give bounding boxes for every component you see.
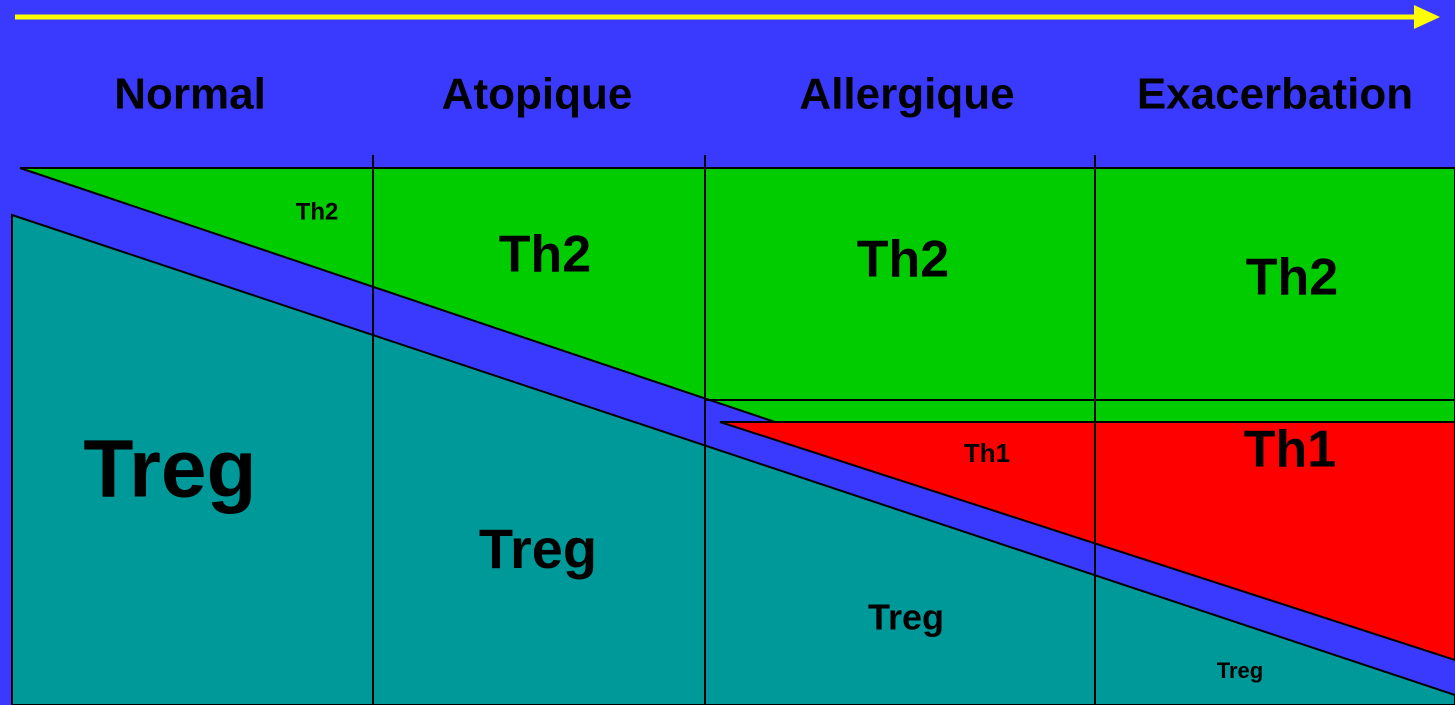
arrow-head: [1414, 5, 1440, 29]
treg-label: Treg: [83, 424, 256, 515]
treg-label: Treg: [1217, 658, 1263, 683]
treg-label: Treg: [479, 517, 597, 580]
th2-label: Th2: [499, 226, 591, 284]
column-header: Exacerbation: [1137, 70, 1413, 119]
th1-region: [719, 421, 1455, 662]
th2-label: Th2: [296, 198, 339, 225]
column-header: Normal: [114, 70, 266, 119]
th1-label: Th1: [1244, 421, 1336, 479]
column-header: Atopique: [442, 70, 633, 119]
column-header: Allergique: [799, 70, 1014, 119]
th1-label: Th1: [964, 438, 1010, 468]
th2-label: Th2: [1246, 249, 1338, 307]
th2-label: Th2: [857, 231, 949, 289]
treg-label: Treg: [868, 597, 944, 638]
th2-region: [19, 167, 1455, 423]
